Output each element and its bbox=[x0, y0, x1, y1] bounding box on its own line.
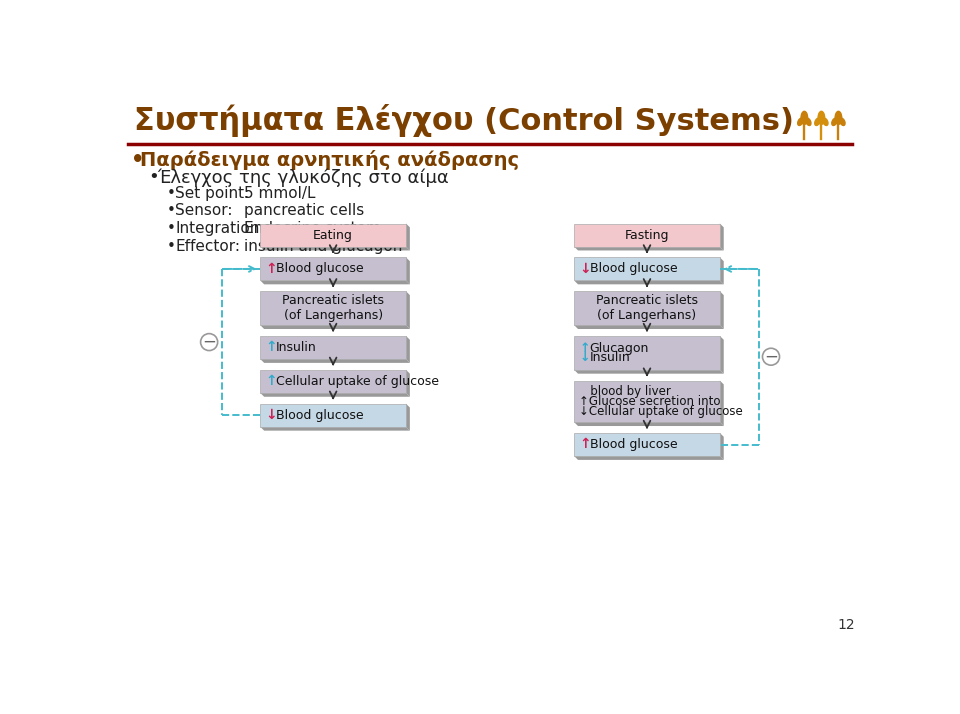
Polygon shape bbox=[406, 370, 410, 397]
Text: Blood glucose: Blood glucose bbox=[276, 263, 364, 276]
FancyBboxPatch shape bbox=[260, 336, 406, 359]
Text: Insulin: Insulin bbox=[589, 351, 631, 364]
Ellipse shape bbox=[840, 118, 845, 126]
Ellipse shape bbox=[805, 118, 811, 126]
Text: ↓: ↓ bbox=[266, 408, 277, 422]
Text: 12: 12 bbox=[837, 618, 854, 633]
Text: Pancreatic islets
(of Langerhans): Pancreatic islets (of Langerhans) bbox=[282, 294, 384, 322]
Polygon shape bbox=[260, 246, 410, 251]
Text: •: • bbox=[166, 203, 176, 218]
Text: Set point:: Set point: bbox=[175, 186, 250, 201]
Polygon shape bbox=[720, 336, 724, 373]
FancyBboxPatch shape bbox=[574, 433, 720, 456]
Polygon shape bbox=[574, 456, 724, 460]
Ellipse shape bbox=[818, 111, 825, 124]
Ellipse shape bbox=[835, 111, 842, 124]
Ellipse shape bbox=[801, 111, 807, 124]
FancyBboxPatch shape bbox=[574, 336, 720, 370]
Text: •: • bbox=[166, 221, 176, 236]
Text: blood by liver: blood by liver bbox=[579, 385, 671, 398]
FancyBboxPatch shape bbox=[574, 381, 720, 422]
Text: Έλεγχος της γλυκόζης στο αίμα: Έλεγχος της γλυκόζης στο αίμα bbox=[157, 168, 449, 186]
Polygon shape bbox=[574, 281, 724, 284]
Polygon shape bbox=[260, 427, 410, 431]
Ellipse shape bbox=[831, 118, 837, 126]
Text: ↓Cellular uptake of glucose: ↓Cellular uptake of glucose bbox=[579, 405, 742, 418]
Text: ↑: ↑ bbox=[266, 341, 277, 354]
Text: Blood glucose: Blood glucose bbox=[276, 408, 364, 422]
Polygon shape bbox=[720, 257, 724, 284]
Text: insulin and glucagon: insulin and glucagon bbox=[244, 239, 402, 254]
Circle shape bbox=[201, 333, 218, 351]
Text: Fasting: Fasting bbox=[625, 228, 669, 241]
Polygon shape bbox=[260, 359, 410, 363]
Text: Συστήματα Ελέγχου (Control Systems): Συστήματα Ελέγχου (Control Systems) bbox=[134, 104, 794, 137]
Text: −: − bbox=[764, 348, 778, 366]
Text: Effector:: Effector: bbox=[175, 239, 240, 254]
Text: ↓: ↓ bbox=[580, 351, 590, 364]
Polygon shape bbox=[406, 223, 410, 251]
Ellipse shape bbox=[823, 118, 828, 126]
Polygon shape bbox=[574, 370, 724, 373]
Text: pancreatic cells: pancreatic cells bbox=[244, 203, 364, 218]
Text: Glucagon: Glucagon bbox=[589, 342, 649, 355]
Polygon shape bbox=[574, 325, 724, 329]
Text: ↑: ↑ bbox=[266, 262, 277, 276]
FancyBboxPatch shape bbox=[574, 291, 720, 325]
Ellipse shape bbox=[798, 118, 804, 126]
Polygon shape bbox=[406, 403, 410, 431]
Text: ↓: ↓ bbox=[580, 262, 591, 276]
FancyBboxPatch shape bbox=[260, 223, 406, 246]
Text: Παράδειγμα αρνητικής ανάδρασης: Παράδειγμα αρνητικής ανάδρασης bbox=[140, 151, 519, 171]
Text: •: • bbox=[148, 168, 158, 186]
FancyBboxPatch shape bbox=[260, 291, 406, 325]
FancyBboxPatch shape bbox=[260, 370, 406, 393]
Text: Pancreatic islets
(of Langerhans): Pancreatic islets (of Langerhans) bbox=[596, 294, 698, 322]
Text: •: • bbox=[131, 151, 144, 171]
Text: 5 mmol/L: 5 mmol/L bbox=[244, 186, 316, 201]
Text: ↑: ↑ bbox=[580, 342, 590, 355]
FancyBboxPatch shape bbox=[574, 223, 720, 246]
FancyBboxPatch shape bbox=[260, 257, 406, 281]
Polygon shape bbox=[720, 433, 724, 460]
Text: Cellular uptake of glucose: Cellular uptake of glucose bbox=[276, 375, 439, 388]
Polygon shape bbox=[720, 381, 724, 426]
Polygon shape bbox=[260, 281, 410, 284]
Text: ↑: ↑ bbox=[266, 374, 277, 388]
Polygon shape bbox=[406, 336, 410, 363]
Circle shape bbox=[762, 348, 780, 365]
Text: Integration:: Integration: bbox=[175, 221, 265, 236]
Polygon shape bbox=[260, 325, 410, 329]
Polygon shape bbox=[720, 291, 724, 329]
Ellipse shape bbox=[815, 118, 820, 126]
Text: Blood glucose: Blood glucose bbox=[589, 438, 677, 451]
Polygon shape bbox=[406, 257, 410, 284]
Text: Blood glucose: Blood glucose bbox=[589, 263, 677, 276]
Text: •: • bbox=[166, 239, 176, 254]
Polygon shape bbox=[406, 291, 410, 329]
Text: Insulin: Insulin bbox=[276, 341, 317, 354]
Text: Sensor:: Sensor: bbox=[175, 203, 232, 218]
FancyBboxPatch shape bbox=[574, 257, 720, 281]
Text: Eating: Eating bbox=[313, 228, 353, 241]
FancyBboxPatch shape bbox=[260, 403, 406, 427]
Polygon shape bbox=[574, 246, 724, 251]
Polygon shape bbox=[574, 422, 724, 426]
Text: Endocrine system: Endocrine system bbox=[244, 221, 381, 236]
Text: •: • bbox=[166, 186, 176, 201]
Text: ↑: ↑ bbox=[580, 438, 591, 451]
Text: −: − bbox=[203, 333, 216, 351]
Polygon shape bbox=[260, 393, 410, 397]
Text: ↑Glucose secretion into: ↑Glucose secretion into bbox=[579, 395, 720, 408]
Polygon shape bbox=[720, 223, 724, 251]
